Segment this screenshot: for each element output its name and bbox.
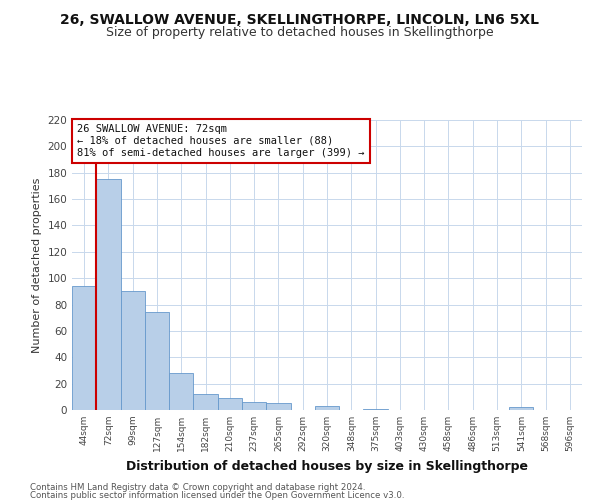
Text: 26, SWALLOW AVENUE, SKELLINGTHORPE, LINCOLN, LN6 5XL: 26, SWALLOW AVENUE, SKELLINGTHORPE, LINC…: [61, 12, 539, 26]
Y-axis label: Number of detached properties: Number of detached properties: [32, 178, 42, 352]
Text: 26 SWALLOW AVENUE: 72sqm
← 18% of detached houses are smaller (88)
81% of semi-d: 26 SWALLOW AVENUE: 72sqm ← 18% of detach…: [77, 124, 365, 158]
Bar: [169, 373, 193, 410]
Bar: [96, 180, 121, 410]
Text: Contains public sector information licensed under the Open Government Licence v3: Contains public sector information licen…: [30, 491, 404, 500]
Bar: [364, 408, 388, 410]
Bar: [509, 408, 533, 410]
Bar: [315, 406, 339, 410]
Bar: [193, 394, 218, 410]
Bar: [121, 292, 145, 410]
Text: Size of property relative to detached houses in Skellingthorpe: Size of property relative to detached ho…: [106, 26, 494, 39]
Text: Contains HM Land Registry data © Crown copyright and database right 2024.: Contains HM Land Registry data © Crown c…: [30, 482, 365, 492]
Bar: [145, 312, 169, 410]
Bar: [72, 286, 96, 410]
Bar: [218, 398, 242, 410]
X-axis label: Distribution of detached houses by size in Skellingthorpe: Distribution of detached houses by size …: [126, 460, 528, 472]
Bar: [266, 404, 290, 410]
Bar: [242, 402, 266, 410]
